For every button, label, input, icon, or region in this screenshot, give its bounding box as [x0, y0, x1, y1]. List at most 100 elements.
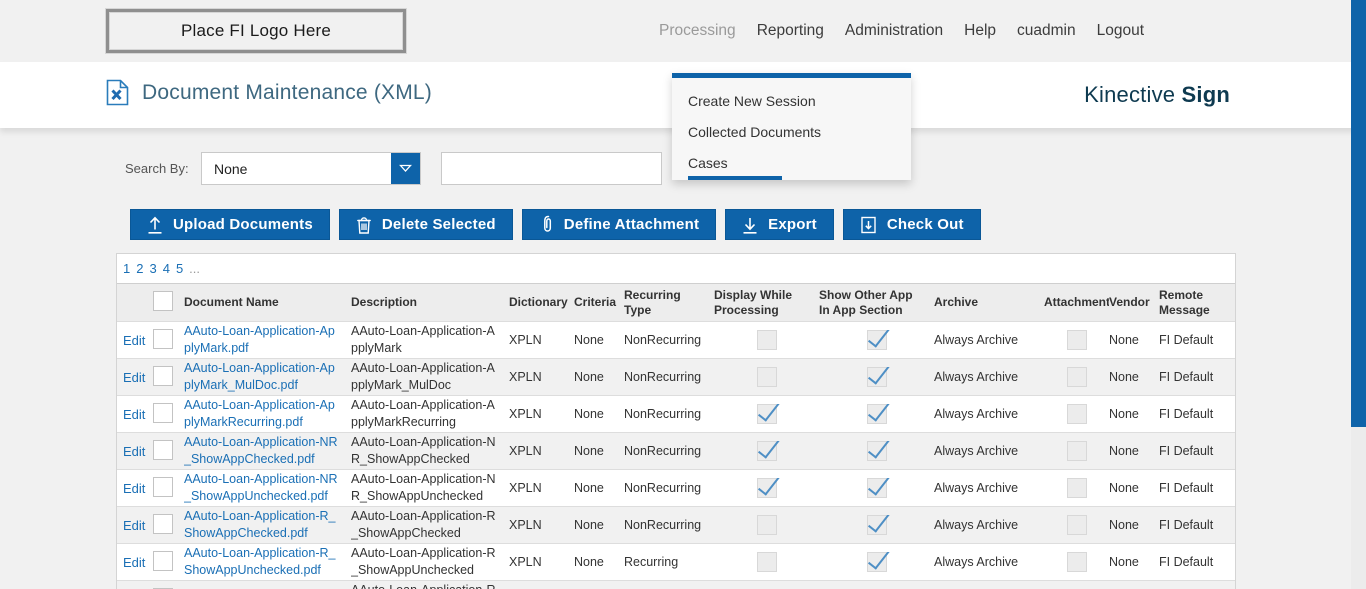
page-link-1[interactable]: 1	[123, 261, 131, 276]
table-row: Edit AAuto-Loan-Application-ApplyMarkRec…	[117, 395, 1235, 432]
criteria-cell: None	[574, 333, 604, 347]
description-cell: AAuto-Loan-Application-RS	[351, 582, 509, 589]
toolbar: Upload Documents Delete Selected Define …	[130, 209, 981, 240]
select-all-checkbox[interactable]	[153, 290, 173, 311]
nav-item-administration[interactable]: Administration	[844, 22, 944, 39]
edit-link[interactable]: Edit	[123, 332, 146, 348]
page-link-4[interactable]: 4	[162, 261, 170, 276]
search-by-label: Search By:	[125, 161, 189, 176]
edit-link[interactable]: Edit	[123, 480, 146, 496]
row-checkbox[interactable]	[153, 476, 173, 497]
menu-item-cases[interactable]: Cases	[688, 154, 728, 171]
document-name-link[interactable]: AAuto-Loan-Application-R_ShowAppUnchecke…	[184, 545, 336, 578]
document-name-link[interactable]: AAuto-Loan-Application-ApplyMarkRecurrin…	[184, 397, 335, 430]
attachment-checkbox	[1066, 367, 1087, 387]
edit-link[interactable]: Edit	[123, 517, 146, 533]
remote-message-cell: FI Default	[1159, 333, 1214, 347]
row-checkbox[interactable]	[153, 402, 173, 423]
search-input[interactable]	[441, 152, 662, 185]
page-link-3[interactable]: 3	[149, 261, 157, 276]
row-checkbox[interactable]	[153, 439, 173, 460]
scrollbar-thumb[interactable]	[1351, 0, 1366, 427]
vendor-cell: None	[1109, 370, 1139, 384]
nav-item-cuadmin[interactable]: cuadmin	[1017, 22, 1076, 39]
document-name-link[interactable]: AAuto-Loan-Application-NR_ShowAppChecked…	[184, 434, 338, 467]
edit-link[interactable]: Edit	[123, 406, 146, 422]
remote-message-cell: FI Default	[1159, 370, 1214, 384]
export-button[interactable]: Export	[725, 209, 834, 240]
edit-link[interactable]: Edit	[123, 369, 146, 385]
recurring-type-cell: Recurring	[624, 555, 679, 569]
vendor-cell: None	[1109, 555, 1139, 569]
menu-item-collected-documents[interactable]: Collected Documents	[688, 123, 822, 140]
document-name-link[interactable]: AAuto-Loan-Application-ApplyMark_MulDoc.…	[184, 360, 335, 393]
show-other-app-checkbox	[866, 515, 887, 535]
xml-document-icon	[106, 79, 129, 106]
menu-item-create-new-session[interactable]: Create New Session	[688, 92, 816, 109]
delete-selected-label: Delete Selected	[381, 216, 496, 233]
document-name-link[interactable]: AAuto-Loan-Application-NR_ShowAppUncheck…	[184, 471, 338, 504]
page-ellipsis[interactable]: ...	[189, 261, 201, 276]
upload-icon	[148, 216, 162, 234]
define-attachment-button[interactable]: Define Attachment	[521, 209, 717, 240]
row-checkbox[interactable]	[153, 587, 173, 589]
table-row: Edit AAuto-Loan-Application-R_ShowAppUnc…	[117, 543, 1235, 580]
recurring-type-cell: NonRecurring	[624, 333, 702, 347]
attachment-checkbox	[1066, 404, 1087, 424]
header-archive: Archive	[934, 295, 979, 309]
nav-item-reporting[interactable]: Reporting	[756, 22, 824, 39]
remote-message-cell: FI Default	[1159, 518, 1214, 532]
description-cell: AAuto-Loan-Application-NR_ShowAppChecked	[351, 434, 496, 467]
description-cell: AAuto-Loan-Application-ApplyMarkRecurrin…	[351, 397, 495, 430]
select-dropdown-button[interactable]	[391, 153, 420, 184]
nav-item-processing[interactable]: Processing	[659, 22, 736, 39]
processing-dropdown-menu: Create New Session Collected Documents C…	[672, 73, 911, 180]
check-out-button[interactable]: Check Out	[842, 209, 981, 240]
row-checkbox[interactable]	[153, 328, 173, 349]
display-while-processing-checkbox	[756, 515, 777, 535]
nav-item-logout[interactable]: Logout	[1096, 22, 1145, 39]
kinective-sign-logo: Kinective Sign	[1084, 82, 1230, 108]
search-by-select[interactable]: None	[201, 152, 421, 185]
edit-link[interactable]: Edit	[123, 443, 146, 459]
row-checkbox[interactable]	[153, 365, 173, 386]
archive-cell: Always Archive	[934, 407, 1019, 421]
header-recurring-type: Recurring Type	[624, 287, 681, 317]
dictionary-cell: XPLN	[509, 407, 542, 421]
show-other-app-checkbox	[866, 330, 887, 350]
chevron-down-icon	[399, 164, 412, 172]
document-name-link[interactable]: AAuto-Loan-Application-R_ShowAppChecked.…	[184, 508, 336, 541]
nav-item-help[interactable]: Help	[964, 22, 997, 39]
show-other-app-checkbox	[866, 404, 887, 424]
header-attachment: Attachment	[1044, 295, 1109, 309]
recurring-type-cell: NonRecurring	[624, 370, 702, 384]
dictionary-cell: XPLN	[509, 481, 542, 495]
dictionary-cell: XPLN	[509, 555, 542, 569]
document-name-link[interactable]: AAuto-Loan-Application-ApplyMark.pdf	[184, 323, 335, 356]
recurring-type-cell: NonRecurring	[624, 444, 702, 458]
upload-documents-button[interactable]: Upload Documents	[130, 209, 330, 240]
description-cell: AAuto-Loan-Application-ApplyMark	[351, 323, 495, 356]
display-while-processing-checkbox	[756, 330, 777, 350]
row-checkbox[interactable]	[153, 513, 173, 534]
edit-link[interactable]: Edit	[123, 554, 146, 570]
criteria-cell: None	[574, 555, 604, 569]
criteria-cell: None	[574, 370, 604, 384]
page-link-5[interactable]: 5	[175, 261, 184, 276]
page-link-2[interactable]: 2	[136, 261, 144, 276]
upload-documents-label: Upload Documents	[173, 216, 313, 233]
cases-hover-underline	[688, 176, 782, 180]
vendor-cell: None	[1109, 407, 1139, 421]
download-icon	[743, 217, 757, 234]
table-row: Edit AAuto-Loan-Application-NR_ShowAppCh…	[117, 432, 1235, 469]
delete-selected-button[interactable]: Delete Selected	[338, 209, 513, 240]
archive-cell: Always Archive	[934, 333, 1019, 347]
search-by-selected-value: None	[214, 160, 248, 177]
vendor-cell: None	[1109, 444, 1139, 458]
remote-message-cell: FI Default	[1159, 444, 1214, 458]
page-scrollbar[interactable]	[1351, 0, 1366, 589]
show-other-app-checkbox	[866, 478, 887, 498]
remote-message-cell: FI Default	[1159, 481, 1214, 495]
page-title: Document Maintenance (XML)	[142, 80, 432, 104]
row-checkbox[interactable]	[153, 550, 173, 571]
